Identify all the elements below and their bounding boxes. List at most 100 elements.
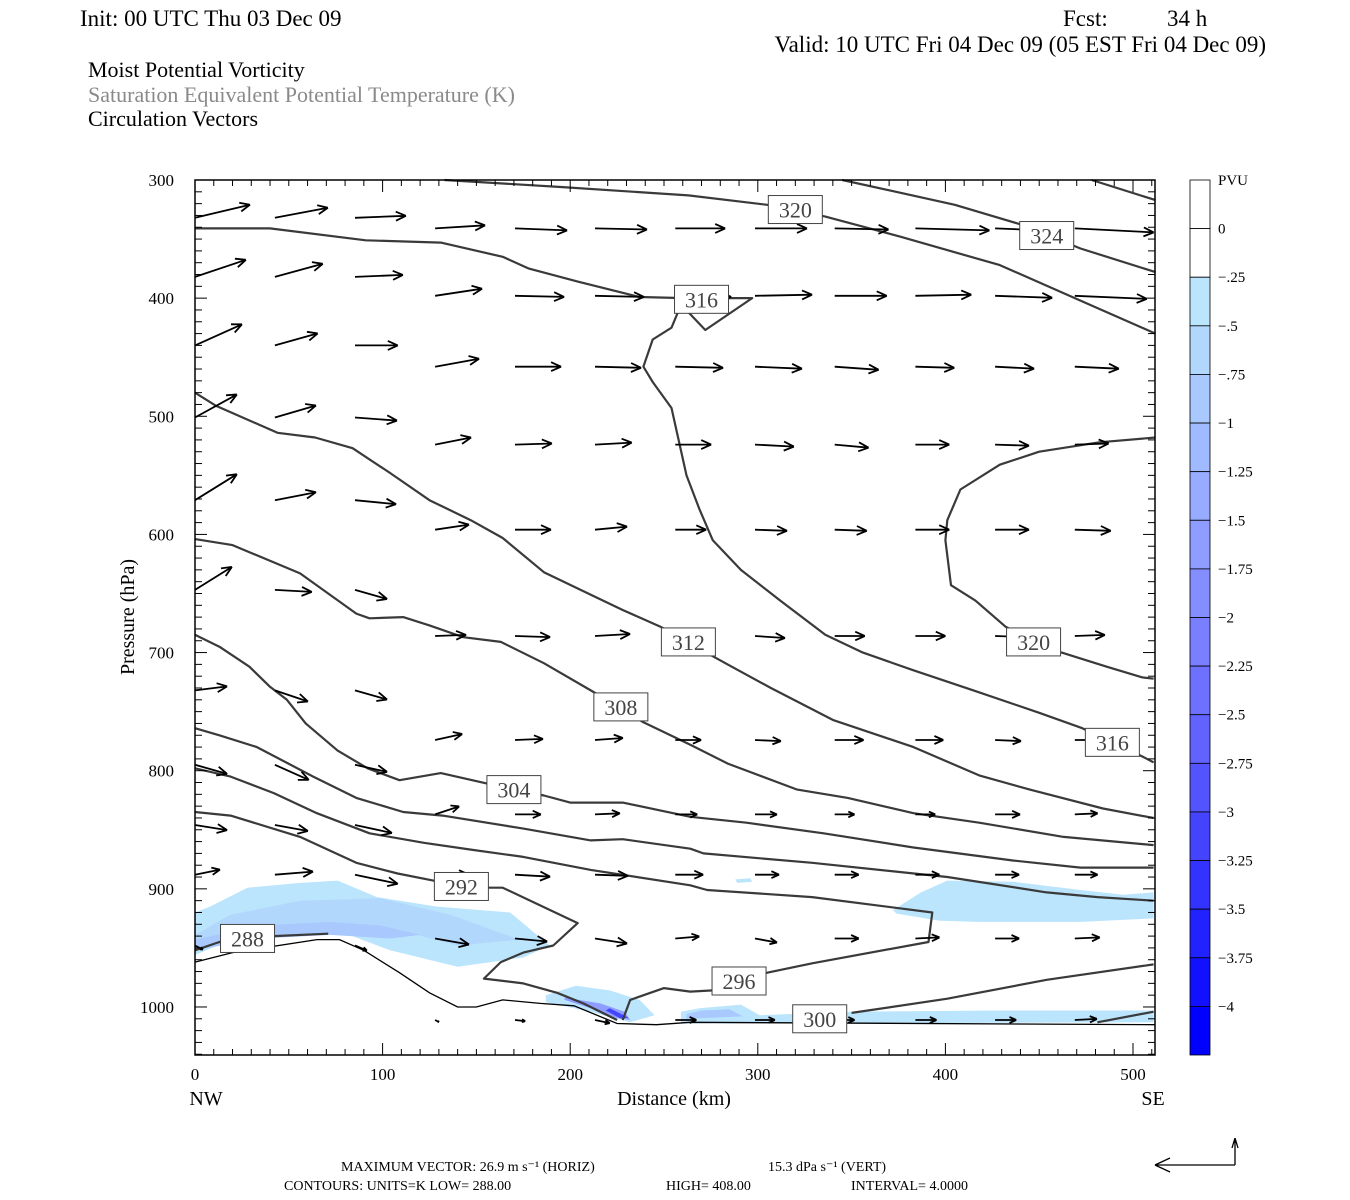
vector-arrow [754,736,782,746]
colorbar-swatch [1189,665,1211,716]
vector-arrow [274,261,324,278]
vector-arrow [675,223,726,234]
init-time: Init: 00 UTC Thu 03 Dec 09 [80,6,342,31]
vector-arrow [915,630,946,642]
vector-arrow [515,361,562,372]
vector-arrow [995,362,1035,374]
contour-label-box [1006,627,1062,657]
vector-arrow [754,937,778,946]
colorbar-swatch [1189,714,1211,764]
vector-arrow [834,810,855,819]
contour-line-300 [194,727,1154,902]
contour-field-title: Saturation Equivalent Potential Temperat… [88,82,515,107]
vector-arrow [434,284,483,297]
vector-arrow [755,1016,776,1024]
vector-arrow [594,870,629,881]
colorbar-swatch [1189,179,1211,230]
forecast-label: Fcst: [1063,6,1108,31]
colorbar-label: −1.75 [1218,562,1253,578]
x-tick-label: 500 [1120,1065,1146,1084]
pv-region [605,1008,629,1019]
vector-arrow [834,630,866,642]
vector-arrow [915,735,944,745]
contour-interval: INTERVAL= 4.0000 [851,1179,968,1194]
contour-label: 320 [779,198,812,223]
vector-arrow [594,437,633,449]
contour-line-320 [944,436,1156,680]
colorbar-label: −3.25 [1218,854,1253,870]
colorbar-label: −3 [1218,805,1234,821]
vector-arrow [915,1016,937,1024]
vector-arrow [754,632,786,643]
vector-arrow [354,824,393,837]
x-tick-label: 100 [370,1065,396,1084]
colorbar-label: −3.75 [1218,951,1253,967]
vector-arrow [915,289,972,301]
vector-arrow [355,340,399,351]
colorbar-label: −2.75 [1218,756,1253,772]
contour-label: 300 [803,1007,836,1032]
contour-label: 288 [231,926,264,951]
vector-arrow [834,441,870,453]
contour-labels: 324 320 316 316 320 312 308 304 296 292 288 300 [220,195,1140,1034]
contour-label-box [593,692,649,722]
y-tick-label: 400 [149,289,175,308]
x-tick-label: 400 [933,1065,959,1084]
colorbar-swatch [1189,1005,1211,1056]
max-vector-horizontal: MAXIMUM VECTOR: 26.9 m s⁻¹ (HORIZ) [341,1160,595,1175]
vector-arrow [594,629,631,640]
contour-line-296 [194,767,934,1021]
colorbar-label: −1.25 [1218,465,1253,481]
colorbar-swatch [1189,471,1211,521]
vector-arrow [354,210,407,222]
vector-arrow [434,731,463,741]
vector-arrow [434,520,470,532]
contour-high: HIGH= 408.00 [666,1179,751,1194]
pv-region [735,878,753,883]
y-tick-label: 700 [149,644,175,663]
vector-arrow [194,257,247,278]
vector-arrow [434,434,472,446]
vector-arrow [594,522,628,533]
colorbar-label: −.75 [1218,367,1245,383]
colorbar-swatch [1189,519,1211,570]
colorbar-swatch [1189,762,1211,813]
vector-arrow [675,810,698,819]
vector-arrow [274,824,309,835]
x-tick-labels: 0 100 200 300 400 500 [191,1065,1146,1084]
vector-arrow [675,439,712,450]
contour-label-box [792,1004,848,1034]
vector-arrow [514,935,548,946]
vector-arrow [995,934,1020,943]
vector-arrow [915,810,936,819]
vector-arrow [1074,362,1120,374]
vector-arrow [515,809,542,819]
vector-arrow [274,689,309,704]
colorbar-label: −1.5 [1218,513,1245,529]
contour-label-box [767,195,823,225]
vector-arrow [594,291,645,302]
vector-arrow [194,763,228,777]
vector-arrow [915,933,940,943]
vector-arrow [1074,870,1099,879]
plot-frame [194,179,1156,1056]
vector-arrow [995,736,1022,746]
vector-arrow [515,524,552,536]
vector-arrow [754,525,788,536]
contour-label-box [660,627,716,657]
contour-line-292 [194,810,618,1021]
vector-arrow [594,936,628,948]
pv-colorbar: 0 −.25 −.5 −.75 −1 −1.25 −1.5 −1.75 −2 −2.25 −2.5 −… [1189,179,1253,1056]
vector-arrow [194,393,238,419]
x-right-direction: SE [1141,1088,1164,1110]
vector-arrow [915,439,950,450]
vector-arrow [194,823,228,834]
vector-arrow [995,870,1020,879]
shaded-field-title: Moist Potential Vorticity [88,57,305,82]
contour-label-box [711,966,767,996]
vector-arrow [1074,293,1148,304]
vector-arrow [995,524,1030,536]
vector-arrow [675,362,724,373]
circulation-vectors [194,201,1155,1026]
